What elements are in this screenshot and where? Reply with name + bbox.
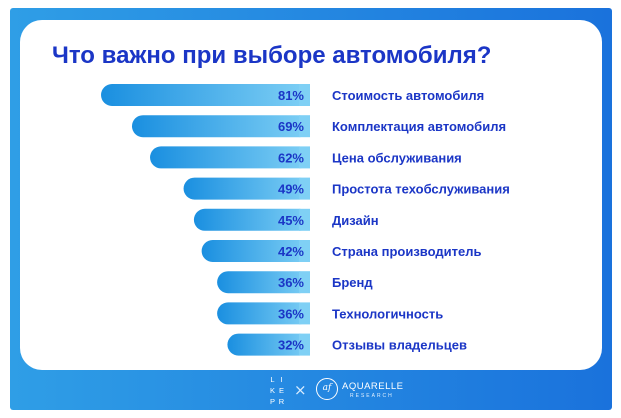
category-label: Простота техобслуживания: [332, 182, 510, 197]
bar-value-label: 36%: [278, 306, 304, 321]
bar-value-label: 32%: [278, 338, 304, 353]
bar-end-cap: [299, 208, 310, 231]
bar-end-cap: [299, 146, 310, 169]
likepr-letter: I: [280, 375, 283, 384]
category-label: Дизайн: [332, 213, 379, 228]
aquarelle-logo-icon: af: [316, 378, 338, 400]
bar-value-label: 42%: [278, 244, 304, 259]
bar: [131, 115, 310, 138]
bar-value-label: 49%: [278, 182, 304, 197]
aquarelle-name: AQUARELLE: [342, 381, 404, 392]
bar-value-label: 81%: [278, 88, 304, 103]
bar: [201, 240, 310, 262]
bar-value-label: 62%: [278, 150, 304, 165]
bar-end-cap: [299, 177, 310, 200]
likepr-letter: E: [278, 386, 284, 395]
category-label: Комплектация автомобиля: [332, 119, 506, 134]
category-label: Цена обслуживания: [332, 150, 462, 165]
bar-series: 81% Стоимость автомобиля 69% Комплектация а…: [101, 84, 510, 356]
aquarelle-subtitle: RESEARCH: [350, 393, 394, 399]
bar: [227, 333, 310, 356]
bar-end-cap: [299, 240, 310, 262]
bar-end-cap: [299, 271, 310, 294]
bar-end-cap: [299, 115, 310, 138]
category-label: Страна производитель: [332, 244, 482, 259]
bar-value-label: 36%: [278, 275, 304, 290]
bar: [193, 208, 310, 231]
cross-separator: ×: [294, 381, 307, 399]
likepr-logo: L I K E P R: [268, 374, 286, 408]
category-label: Бренд: [332, 275, 373, 290]
category-label: Технологичность: [332, 306, 443, 321]
likepr-letter: L: [270, 375, 275, 384]
bar: [183, 177, 310, 200]
footer: L I K E P R × af AQUARELLE RESEARCH: [10, 370, 612, 410]
category-label: Отзывы владельцев: [332, 338, 467, 353]
bar-end-cap: [299, 84, 310, 106]
bar-end-cap: [299, 333, 310, 356]
bar-value-label: 69%: [278, 119, 304, 134]
category-label: Стоимость автомобиля: [332, 88, 484, 103]
likepr-letter: P: [269, 397, 275, 406]
bar-end-cap: [299, 302, 310, 325]
likepr-letter: K: [269, 386, 275, 395]
bar-value-label: 45%: [278, 213, 304, 228]
bar-chart: 81% Стоимость автомобиля 69% Комплектация а…: [101, 84, 510, 356]
bar: [217, 302, 310, 325]
chart-card: Что важно при выборе автомобиля? 81% Стои…: [20, 20, 602, 370]
bar: [150, 146, 310, 169]
bar: [217, 271, 310, 294]
infographic-frame: Что важно при выборе автомобиля? 81% Стои…: [10, 8, 612, 410]
bar: [101, 84, 311, 106]
chart-title: Что важно при выборе автомобиля?: [52, 42, 492, 69]
likepr-letter: R: [278, 397, 285, 406]
